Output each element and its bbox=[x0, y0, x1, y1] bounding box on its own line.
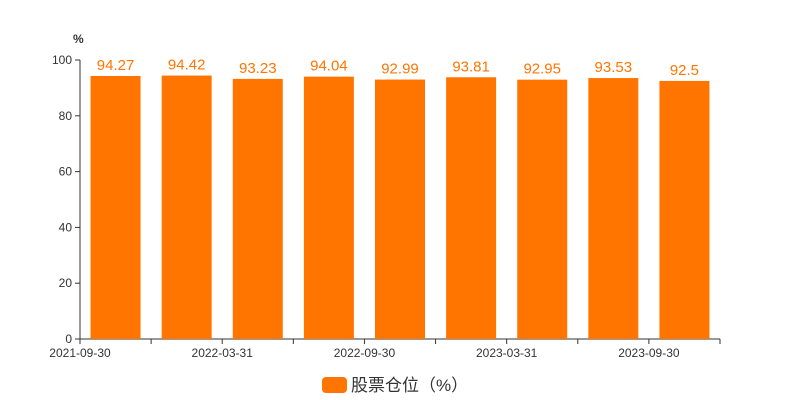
legend-swatch[interactable] bbox=[322, 377, 347, 393]
bar-2021-09-30[interactable] bbox=[90, 75, 141, 340]
data-label: 94.04 bbox=[310, 58, 348, 75]
y-tick-label: 20 bbox=[59, 276, 73, 290]
bar-2023-09-30[interactable] bbox=[659, 80, 710, 340]
data-label: 93.81 bbox=[452, 58, 490, 75]
y-tick-label: 80 bbox=[59, 109, 73, 123]
x-tick-label: 2021-09-30 bbox=[49, 346, 111, 360]
bar-2023-03-31[interactable] bbox=[517, 79, 568, 340]
x-axis: 2021-09-30 2022-03-31 2022-09-30 2023-03-31… bbox=[49, 338, 721, 360]
x-tick-label: 2022-09-30 bbox=[334, 346, 396, 360]
bar-2022-12-31[interactable] bbox=[446, 77, 497, 339]
y-axis-unit-label: % bbox=[73, 32, 84, 46]
data-label: 93.23 bbox=[239, 60, 277, 77]
y-tick-label: 40 bbox=[59, 220, 73, 234]
bar-2022-06-30[interactable] bbox=[303, 76, 354, 339]
bar-2023-06-30[interactable] bbox=[588, 78, 639, 339]
y-tick-label: 0 bbox=[65, 332, 72, 346]
data-label: 92.5 bbox=[670, 62, 699, 79]
y-tick-label: 60 bbox=[59, 165, 73, 179]
legend[interactable]: 股票仓位（%） bbox=[322, 376, 468, 395]
bar-2022-03-31[interactable] bbox=[232, 78, 283, 339]
x-tick-label: 2022-03-31 bbox=[192, 346, 254, 360]
legend-label[interactable]: 股票仓位（%） bbox=[351, 376, 468, 395]
y-axis: 0 20 40 60 80 100 bbox=[52, 53, 81, 346]
data-labels: 94.27 94.42 93.23 94.04 92.99 93.81 92.95 93.53… bbox=[97, 57, 699, 79]
data-label: 94.42 bbox=[168, 57, 206, 74]
bar-2022-09-30[interactable] bbox=[375, 79, 425, 340]
y-tick-label: 100 bbox=[52, 53, 72, 67]
x-tick-label: 2023-09-30 bbox=[618, 346, 680, 360]
bars bbox=[90, 75, 710, 340]
data-label: 93.53 bbox=[595, 59, 633, 76]
data-label: 92.95 bbox=[523, 61, 561, 78]
data-label: 92.99 bbox=[381, 61, 419, 78]
data-label: 94.27 bbox=[97, 57, 135, 74]
x-tick-label: 2023-03-31 bbox=[476, 346, 538, 360]
bar-2021-12-31[interactable] bbox=[161, 75, 212, 339]
